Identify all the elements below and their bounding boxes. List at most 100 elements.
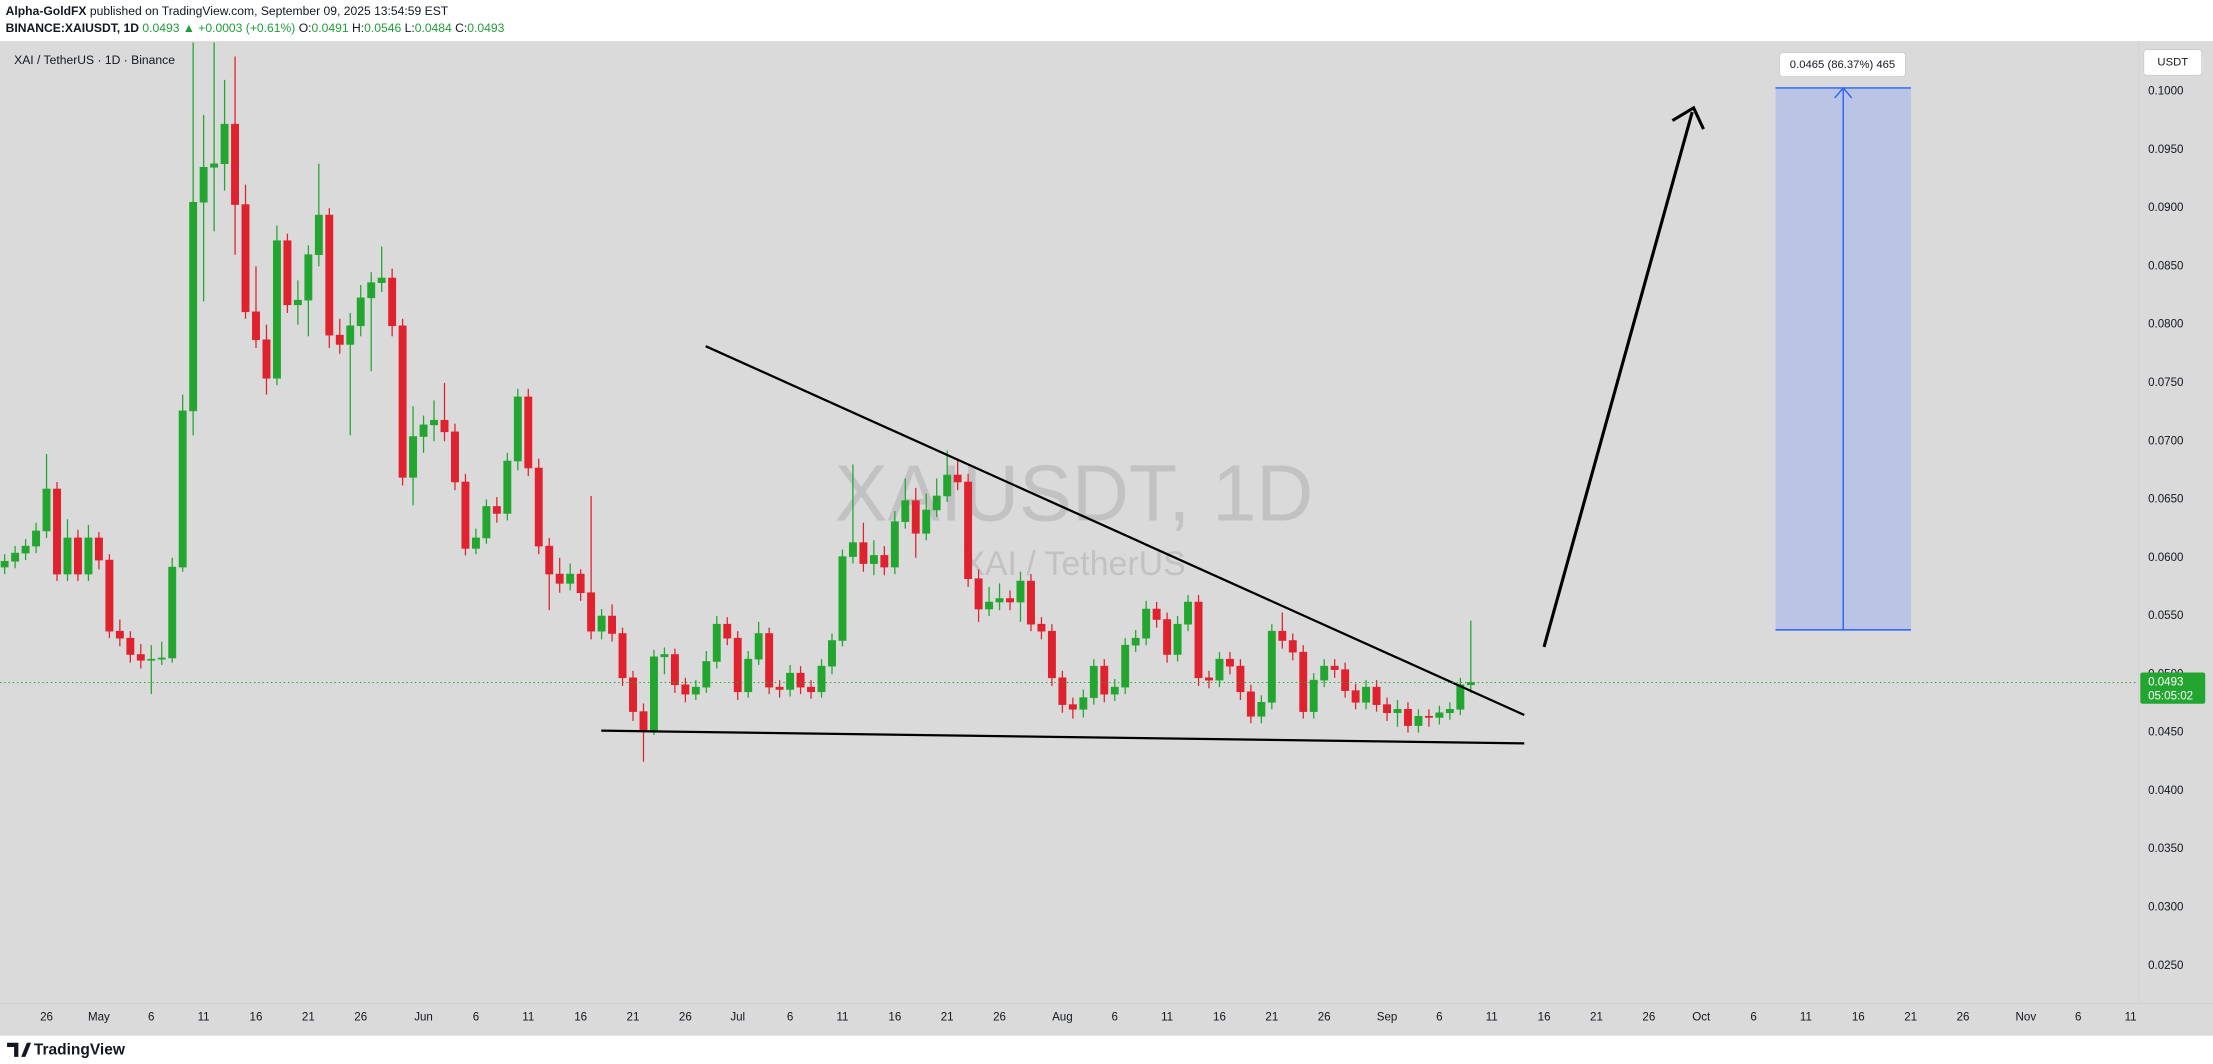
candle-body bbox=[293, 299, 302, 306]
candle-body bbox=[1016, 580, 1025, 603]
x-tick-label: 26 bbox=[993, 1010, 1006, 1023]
last-price-tag bbox=[2140, 672, 2206, 704]
x-tick-label: 26 bbox=[1957, 1010, 1970, 1023]
candle-body bbox=[1466, 682, 1475, 686]
ohlc-label: C: bbox=[455, 21, 467, 35]
y-tick-label: 0.0250 bbox=[2148, 959, 2183, 972]
candle-body bbox=[1058, 677, 1067, 705]
candle-body bbox=[1320, 665, 1329, 681]
candle-body bbox=[1152, 608, 1161, 620]
candle-body bbox=[241, 204, 250, 313]
candle-body bbox=[482, 506, 491, 539]
candle-body bbox=[136, 654, 145, 661]
candle-body bbox=[419, 424, 428, 437]
candle-body bbox=[1100, 665, 1109, 695]
y-tick-label: 0.0700 bbox=[2148, 434, 2183, 447]
candle-body bbox=[1341, 669, 1350, 691]
candle-body bbox=[681, 684, 690, 695]
candle-body bbox=[744, 658, 753, 693]
ohlc-label: L: bbox=[405, 21, 415, 35]
candle-body bbox=[1089, 665, 1098, 698]
candle-body bbox=[210, 163, 219, 168]
x-tick-label: Jun bbox=[414, 1010, 433, 1023]
candle-body bbox=[451, 431, 459, 483]
candle-body bbox=[1131, 637, 1140, 646]
candle-body bbox=[335, 334, 344, 345]
candle-body bbox=[1362, 686, 1371, 703]
candle-body bbox=[388, 277, 397, 327]
candle-body bbox=[1424, 715, 1433, 718]
forecast-arrow-head bbox=[1671, 105, 1705, 130]
x-tick-label: 6 bbox=[148, 1010, 154, 1023]
candle-body bbox=[461, 481, 470, 549]
ohlc-value: 0.0493 bbox=[467, 21, 504, 35]
last-price: 0.0493 bbox=[142, 21, 179, 35]
y-tick-label: 0.0600 bbox=[2148, 551, 2183, 564]
x-tick-label: 26 bbox=[354, 1010, 367, 1023]
header-line-2: BINANCE:XAIUSDT, 1D 0.0493 ▲ +0.0003 (+0… bbox=[6, 21, 505, 35]
candle-body bbox=[880, 555, 889, 568]
logo-text: TradingView bbox=[34, 1042, 126, 1059]
candle-body bbox=[377, 277, 386, 283]
candle-body bbox=[597, 615, 606, 632]
candle-body bbox=[1236, 665, 1245, 693]
x-tick-label: Nov bbox=[2016, 1010, 2037, 1023]
ohlc-label: H: bbox=[352, 21, 364, 35]
candle-body bbox=[471, 537, 480, 549]
y-tick-label: 0.0850 bbox=[2148, 259, 2183, 272]
candle-body bbox=[1037, 623, 1046, 632]
target-arrow-head bbox=[1834, 86, 1853, 99]
candle-body bbox=[220, 123, 229, 165]
candle-body bbox=[608, 615, 617, 634]
candle-body bbox=[754, 633, 763, 660]
candle-body bbox=[346, 325, 355, 345]
x-tick-label: Oct bbox=[1692, 1010, 1711, 1023]
ohlc-label: O: bbox=[299, 21, 312, 35]
candle-body bbox=[42, 488, 51, 532]
symbol: BINANCE:XAIUSDT, 1D bbox=[6, 21, 140, 35]
candle-body bbox=[943, 474, 952, 497]
candle-body bbox=[995, 598, 1004, 603]
candle-body bbox=[63, 537, 72, 575]
ohlc-value: 0.0491 bbox=[312, 21, 349, 35]
y-tick-label: 0.0350 bbox=[2148, 842, 2183, 855]
candle-body bbox=[1351, 690, 1360, 703]
x-tick-label: 26 bbox=[1318, 1010, 1331, 1023]
y-tick-label: 0.0900 bbox=[2148, 201, 2183, 214]
x-tick-label: 16 bbox=[574, 1010, 587, 1023]
change: ▲ +0.0003 (+0.61%) bbox=[183, 21, 295, 35]
x-tick-label: 21 bbox=[941, 1010, 954, 1023]
watermark-subtitle: XAI / TetherUS bbox=[962, 545, 1185, 583]
chart-legend: XAI / TetherUS · 1D · Binance bbox=[14, 53, 175, 67]
x-tick-label: 26 bbox=[1642, 1010, 1655, 1023]
candle-body bbox=[1215, 658, 1224, 681]
candle-body bbox=[283, 240, 292, 306]
candle-body bbox=[985, 601, 994, 610]
x-tick-label: 11 bbox=[522, 1010, 534, 1023]
candle-body bbox=[1194, 601, 1203, 679]
candle-body bbox=[1121, 644, 1130, 688]
candle-body bbox=[314, 214, 323, 255]
x-tick-label: 11 bbox=[836, 1010, 848, 1023]
candle-body bbox=[828, 640, 836, 667]
candle-body bbox=[775, 686, 784, 690]
price-axis-unit: USDT bbox=[2157, 56, 2188, 68]
candles bbox=[0, 42, 1475, 762]
candle-body bbox=[252, 311, 260, 341]
candle-body bbox=[1173, 623, 1182, 655]
candle-body bbox=[932, 495, 941, 511]
candle-body bbox=[1079, 697, 1088, 710]
x-tick-label: 16 bbox=[888, 1010, 901, 1023]
candle-body bbox=[869, 555, 878, 564]
x-tick-label: 21 bbox=[627, 1010, 640, 1023]
candle-body bbox=[1225, 658, 1234, 667]
candle-body bbox=[1257, 701, 1266, 717]
candle-body bbox=[231, 123, 240, 205]
candle-body bbox=[838, 556, 847, 641]
candle-body bbox=[1309, 679, 1318, 712]
y-tick-label: 0.0300 bbox=[2148, 900, 2183, 913]
candle-body bbox=[53, 488, 61, 575]
candle-body bbox=[1027, 580, 1035, 625]
